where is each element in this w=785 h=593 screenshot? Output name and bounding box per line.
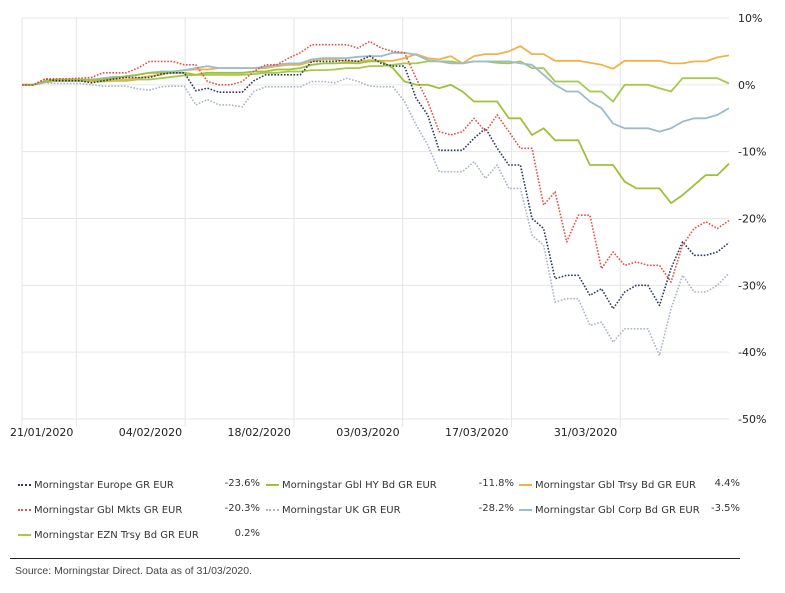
legend-swatch-gbl-mkts xyxy=(18,509,31,511)
series-lines xyxy=(22,40,730,357)
legend-swatch-europe xyxy=(18,484,31,486)
y-tick-label: -30% xyxy=(738,279,766,292)
y-tick-label: -40% xyxy=(738,346,766,359)
legend-value: -11.8% xyxy=(478,478,514,489)
legend-label: Morningstar UK GR EUR xyxy=(282,504,401,516)
y-tick-label: 10% xyxy=(738,12,762,25)
x-tick-label: 21/01/2020 xyxy=(10,426,73,439)
legend-value: -23.6% xyxy=(224,478,260,489)
series-line-0 xyxy=(22,55,730,310)
legend-label: Morningstar Gbl Mkts GR EUR xyxy=(34,504,183,516)
legend-value: -28.2% xyxy=(478,503,514,514)
y-tick-label: -10% xyxy=(738,146,766,159)
legend-value: 4.4% xyxy=(714,478,740,489)
legend-label: Morningstar Gbl Corp Bd GR EUR xyxy=(535,504,700,516)
legend-swatch-gbl-hy xyxy=(266,484,279,486)
legend-label: Morningstar Gbl HY Bd GR EUR xyxy=(282,479,437,491)
line-chart: 10% 0% -10% -20% -30% -40% -50% 21/01/2020 04/0… xyxy=(10,12,766,439)
series-line-3 xyxy=(22,40,730,283)
y-tick-label: -50% xyxy=(738,413,766,426)
legend-item-gbl-trsy: Morningstar Gbl Trsy Bd GR EUR xyxy=(519,478,696,492)
legend-label: Morningstar Gbl Trsy Bd GR EUR xyxy=(535,479,696,491)
series-line-1 xyxy=(22,60,730,205)
legend-swatch-gbl-trsy xyxy=(519,484,532,486)
legend-item-gbl-corp: Morningstar Gbl Corp Bd GR EUR xyxy=(519,503,700,517)
series-line-6 xyxy=(22,60,730,103)
x-tick-label: 18/02/2020 xyxy=(228,426,291,439)
y-tick-label: 0% xyxy=(738,79,755,92)
legend-swatch-ezn-trsy xyxy=(18,534,31,536)
divider xyxy=(10,558,740,559)
series-line-4 xyxy=(22,77,730,357)
legend-label: Morningstar EZN Trsy Bd GR EUR xyxy=(34,529,199,541)
legend-item-uk: Morningstar UK GR EUR xyxy=(266,503,401,517)
legend-item-ezn-trsy: Morningstar EZN Trsy Bd GR EUR xyxy=(18,528,199,542)
x-tick-label: 17/03/2020 xyxy=(445,426,508,439)
legend-label: Morningstar Europe GR EUR xyxy=(34,479,174,491)
x-tick-label: 03/03/2020 xyxy=(336,426,399,439)
legend-swatch-uk xyxy=(266,509,279,511)
legend: Morningstar Europe GR EUR -23.6% Morning… xyxy=(18,478,740,553)
source-note: Source: Morningstar Direct. Data as of 3… xyxy=(15,565,252,577)
legend-value: -3.5% xyxy=(710,503,740,514)
legend-item-gbl-hy: Morningstar Gbl HY Bd GR EUR xyxy=(266,478,437,492)
y-tick-label: -20% xyxy=(738,213,766,226)
legend-item-europe: Morningstar Europe GR EUR xyxy=(18,478,174,492)
y-axis-ticks: 10% 0% -10% -20% -30% -40% -50% xyxy=(738,12,766,426)
legend-value: 0.2% xyxy=(234,528,260,539)
legend-value: -20.3% xyxy=(224,503,260,514)
legend-swatch-gbl-corp xyxy=(519,509,532,511)
x-tick-label: 31/03/2020 xyxy=(554,426,617,439)
x-tick-label: 04/02/2020 xyxy=(119,426,182,439)
x-axis-ticks: 21/01/2020 04/02/2020 18/02/2020 03/03/2020… xyxy=(10,426,617,439)
series-line-5 xyxy=(22,51,730,133)
legend-item-gbl-mkts: Morningstar Gbl Mkts GR EUR xyxy=(18,503,182,517)
